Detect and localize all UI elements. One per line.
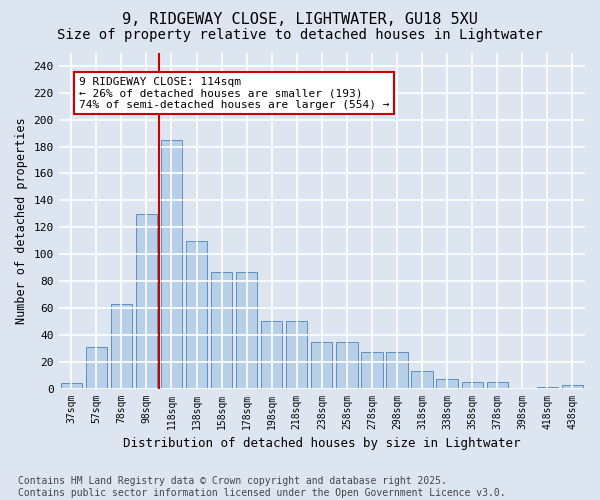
Text: Contains HM Land Registry data © Crown copyright and database right 2025.
Contai: Contains HM Land Registry data © Crown c… [18, 476, 506, 498]
Text: 9, RIDGEWAY CLOSE, LIGHTWATER, GU18 5XU: 9, RIDGEWAY CLOSE, LIGHTWATER, GU18 5XU [122, 12, 478, 28]
Bar [236, 272, 257, 388]
Bar [286, 322, 307, 388]
Bar [311, 342, 332, 388]
Y-axis label: Number of detached properties: Number of detached properties [15, 117, 28, 324]
Bar [61, 383, 82, 388]
Text: 9 RIDGEWAY CLOSE: 114sqm
← 26% of detached houses are smaller (193)
74% of semi-: 9 RIDGEWAY CLOSE: 114sqm ← 26% of detach… [79, 76, 389, 110]
Text: Size of property relative to detached houses in Lightwater: Size of property relative to detached ho… [57, 28, 543, 42]
Bar [562, 384, 583, 388]
Bar [361, 352, 383, 388]
Bar [412, 371, 433, 388]
Bar [336, 342, 358, 388]
Bar [261, 322, 283, 388]
Bar [136, 214, 157, 388]
Bar [386, 352, 407, 388]
Bar [186, 240, 207, 388]
Bar [110, 304, 132, 388]
Bar [211, 272, 232, 388]
Bar [161, 140, 182, 388]
Bar [537, 387, 558, 388]
Bar [436, 379, 458, 388]
Bar [86, 347, 107, 389]
X-axis label: Distribution of detached houses by size in Lightwater: Distribution of detached houses by size … [123, 437, 521, 450]
Bar [487, 382, 508, 388]
Bar [461, 382, 483, 388]
